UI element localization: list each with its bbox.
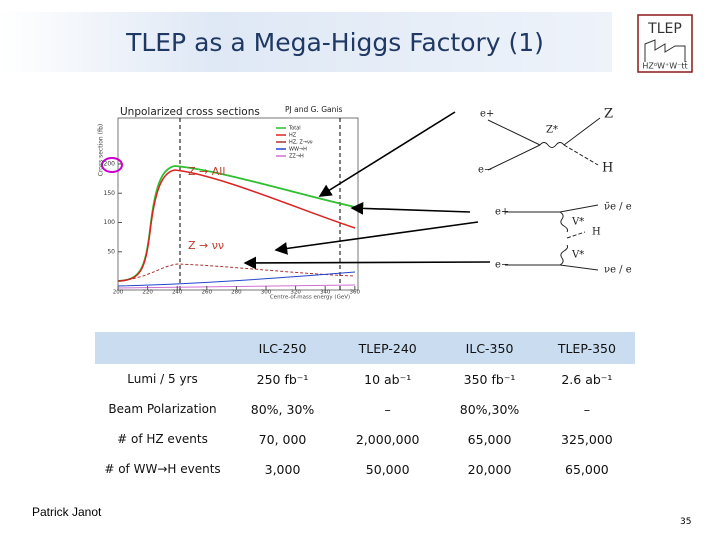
plot-credit: PJ and G. Ganis [285, 105, 342, 114]
logo-sub: HZ⁰W⁺W⁻tt̄ [642, 60, 687, 70]
table-row: Beam Polarization 80%, 30% – 80%,30% – [95, 394, 635, 424]
curve-ww [117, 271, 356, 287]
table-cell: 65,000 [467, 431, 512, 447]
diagram-label: V* [571, 217, 584, 228]
arrows [243, 111, 491, 270]
plot-caption: Unpolarized cross sections [120, 106, 260, 118]
x-tick-label: 260 [202, 290, 213, 296]
diagram-label: H [592, 227, 601, 238]
x-tick-label: 220 [142, 290, 153, 296]
x-tick-label: 280 [231, 290, 242, 296]
legend-label: HZ, Z→νν [289, 140, 313, 146]
diagram-label: e+ [495, 207, 509, 218]
table-cell: 10 ab⁻¹ [364, 371, 412, 387]
diagram-label: e− [478, 165, 492, 176]
x-tick-label: 320 [290, 290, 301, 296]
table-cell: Beam Polarization [108, 402, 217, 416]
plot [101, 117, 359, 291]
slide-title: TLEP as a Mega-Higgs Factory (1) [125, 28, 544, 57]
curve-zz [117, 284, 356, 289]
table-cell: – [583, 401, 591, 417]
table-cell: 20,000 [467, 461, 512, 477]
legend-label: WW→H [289, 147, 307, 153]
page-number: 35 [680, 517, 692, 527]
logo-name: TLEP [647, 21, 682, 37]
x-tick-label: 300 [261, 290, 272, 296]
y-tick-label: 50 [107, 248, 115, 255]
highlight [101, 157, 123, 173]
logo-icon [644, 39, 686, 62]
x-tick-label: 200 [113, 290, 124, 296]
y-tick-label: 200 [104, 161, 116, 168]
table-cell: Lumi / 5 yrs [127, 372, 198, 386]
table-row: Lumi / 5 yrs 250 fb⁻¹ 10 ab⁻¹ 350 fb⁻¹ 2.6 a… [95, 364, 635, 394]
diagram-label: Z [604, 107, 613, 122]
diagram-label: H [602, 161, 613, 176]
table-cell [95, 332, 230, 364]
table-cell: ILC-350 [440, 332, 539, 364]
table-cell: 325,000 [561, 431, 613, 447]
y-tick-label: 100 [104, 219, 116, 226]
legend-label: HZ [289, 133, 297, 139]
diagram-label: Z* [546, 125, 558, 136]
x-tick-label: 240 [172, 290, 183, 296]
plot-xlabel: Centre-of-mass energy (GeV) [270, 295, 350, 301]
y-tick-label: 150 [104, 190, 116, 197]
x-tick-label: 360 [350, 290, 361, 296]
table-cell: 50,000 [365, 461, 410, 477]
diagram-fusion [505, 204, 599, 271]
table-cell: 2.6 ab⁻¹ [561, 371, 613, 387]
diagram-label: νe / e [604, 265, 632, 276]
table-cell: – [384, 401, 391, 417]
table-cell: TLEP-240 [335, 332, 441, 364]
plot-frame [117, 117, 359, 291]
table-cell: 65,000 [565, 461, 609, 477]
table-cell: ILC-250 [230, 332, 336, 364]
table-row: ILC-250 TLEP-240 ILC-350 TLEP-350 [95, 332, 635, 364]
diagram-label: V* [571, 250, 584, 261]
legend-label: ZZ→H [289, 154, 304, 160]
table-cell: 80%,30% [459, 401, 520, 417]
table-cell: 350 fb⁻¹ [463, 371, 516, 387]
plot-ylabel: Cross section (fb) [98, 124, 105, 176]
diagram-label: ν̄e / e [604, 202, 632, 213]
table-cell: # of HZ events [117, 432, 208, 446]
table-cell: 2,000,000 [355, 431, 420, 447]
x-tick-label: 340 [320, 290, 331, 296]
annotation: Z → All [188, 165, 225, 178]
diagram-label: e+ [480, 109, 494, 120]
curve-hz [117, 169, 356, 282]
table-cell: TLEP-350 [538, 332, 635, 364]
diagram-hz [487, 117, 601, 171]
table-cell: 250 fb⁻¹ [256, 371, 309, 387]
annotation: Z → νν [188, 239, 224, 252]
table-cell: # of WW→H events [104, 462, 221, 476]
legend-label: Total [288, 126, 301, 132]
title-band [0, 12, 612, 72]
table-cell: 80%, 30% [250, 401, 315, 417]
table-row: # of WW→H events 3,000 50,000 20,000 65,000 [95, 454, 635, 484]
table-cell: 70, 000 [258, 431, 307, 447]
footer-author: Patrick Janot [32, 505, 102, 519]
comparison-table: ILC-250 TLEP-240 ILC-350 TLEP-350 Lumi / 5 y… [95, 332, 635, 484]
curve-hz-nunu [117, 263, 356, 282]
table-row: # of HZ events 70, 000 2,000,000 65,000 325,… [95, 424, 635, 454]
diagram-label: e− [495, 260, 509, 271]
table-cell: 3,000 [264, 461, 301, 477]
